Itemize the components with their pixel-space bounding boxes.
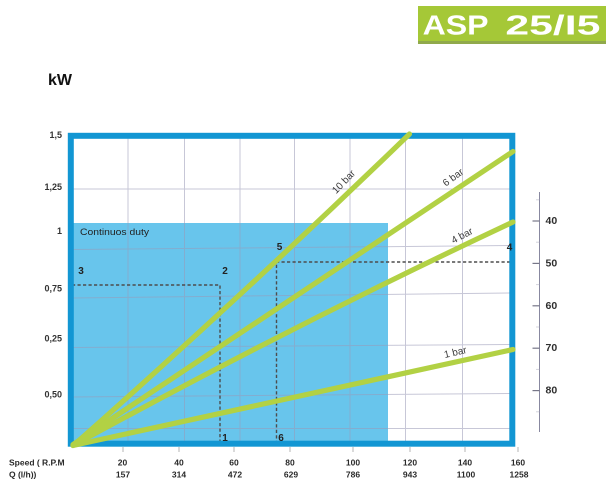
svg-text:160: 160 bbox=[511, 458, 525, 468]
svg-text:1,5: 1,5 bbox=[49, 130, 62, 140]
svg-text:5: 5 bbox=[277, 242, 283, 253]
svg-text:70: 70 bbox=[546, 342, 558, 354]
svg-text:1258: 1258 bbox=[510, 470, 529, 480]
svg-text:786: 786 bbox=[346, 470, 360, 480]
svg-text:3: 3 bbox=[78, 266, 84, 277]
svg-text:ASP: ASP bbox=[423, 10, 489, 41]
svg-text:6: 6 bbox=[278, 433, 284, 444]
svg-text:40: 40 bbox=[174, 458, 184, 468]
svg-text:1100: 1100 bbox=[457, 470, 476, 480]
svg-text:1 bar: 1 bar bbox=[443, 345, 468, 361]
svg-text:40: 40 bbox=[546, 215, 558, 227]
svg-text:140: 140 bbox=[458, 458, 472, 468]
svg-text:943: 943 bbox=[403, 470, 417, 480]
svg-text:120: 120 bbox=[403, 458, 417, 468]
svg-text:157: 157 bbox=[116, 470, 130, 480]
svg-text:Speed ( R.P.M: Speed ( R.P.M bbox=[9, 458, 65, 468]
svg-text:Q (l/h)): Q (l/h)) bbox=[9, 470, 37, 480]
svg-text:314: 314 bbox=[172, 470, 186, 480]
svg-text:60: 60 bbox=[229, 458, 239, 468]
svg-text:10 bar: 10 bar bbox=[330, 168, 358, 197]
svg-text:kW: kW bbox=[48, 72, 73, 89]
svg-text:0,50: 0,50 bbox=[44, 390, 62, 400]
svg-text:1: 1 bbox=[222, 433, 228, 444]
svg-text:1: 1 bbox=[57, 226, 62, 236]
svg-text:100: 100 bbox=[346, 458, 360, 468]
svg-text:80: 80 bbox=[546, 385, 558, 397]
svg-text:1,25: 1,25 bbox=[44, 182, 62, 192]
svg-text:472: 472 bbox=[228, 470, 242, 480]
svg-text:Continuos duty: Continuos duty bbox=[80, 227, 149, 238]
svg-text:0,75: 0,75 bbox=[44, 284, 62, 294]
svg-text:25/I5: 25/I5 bbox=[505, 10, 600, 41]
svg-text:4: 4 bbox=[507, 243, 513, 254]
svg-text:2: 2 bbox=[222, 266, 228, 277]
svg-text:50: 50 bbox=[546, 257, 558, 269]
svg-text:60: 60 bbox=[546, 300, 558, 312]
svg-text:20: 20 bbox=[118, 458, 128, 468]
svg-text:629: 629 bbox=[284, 470, 298, 480]
svg-text:80: 80 bbox=[285, 458, 295, 468]
svg-text:0,25: 0,25 bbox=[44, 334, 62, 344]
